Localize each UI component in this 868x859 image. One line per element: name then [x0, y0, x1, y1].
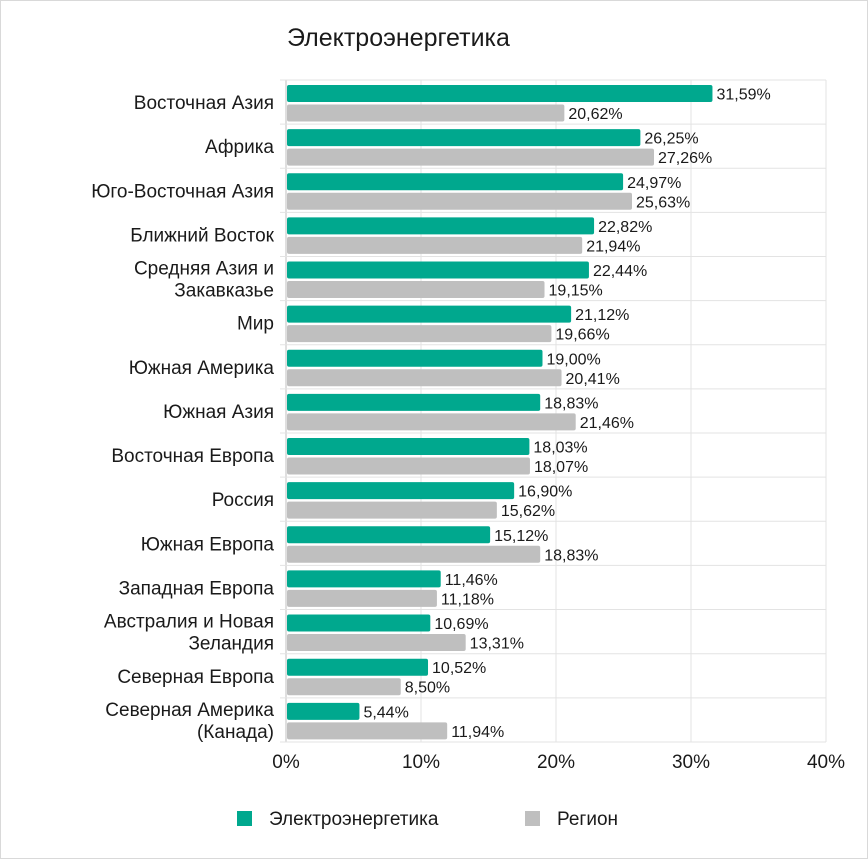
data-label: 21,94% — [586, 238, 640, 255]
category-label: Ближний Восток — [130, 225, 274, 246]
category-label: Средняя Азия и — [134, 259, 274, 280]
bar-electro — [287, 614, 431, 632]
data-label: 24,97% — [627, 175, 681, 192]
legend-swatch-region — [525, 811, 540, 826]
bar-electro — [287, 393, 541, 411]
bar-electro — [287, 482, 515, 500]
legend-swatch-electro — [237, 811, 252, 826]
data-label: 19,00% — [547, 351, 601, 368]
legend-label: Регион — [557, 809, 618, 830]
data-label: 16,90% — [518, 484, 572, 501]
data-label: 11,94% — [451, 724, 504, 741]
data-label: 19,15% — [549, 283, 603, 300]
bar-electro — [287, 217, 595, 235]
category-label: Западная Европа — [119, 578, 275, 599]
category-label: Восточная Азия — [134, 93, 274, 114]
data-label: 20,62% — [568, 106, 622, 123]
category-label: Зеландия — [188, 634, 274, 655]
bar-region — [287, 236, 583, 254]
bar-region — [287, 369, 562, 387]
bar-electro — [287, 129, 641, 147]
category-label: Северная Европа — [117, 667, 274, 688]
category-label: Южная Европа — [141, 534, 275, 555]
data-label: 26,25% — [644, 131, 698, 148]
bar-region — [287, 678, 401, 696]
x-axis-ticks: 0% 10% 20% 30% 40% — [272, 752, 845, 773]
chart-title: Электроэнергетика — [287, 24, 510, 52]
legend: Электроэнергетика Регион — [237, 809, 618, 830]
category-label: Закавказье — [174, 281, 274, 302]
bar-electro — [287, 702, 360, 720]
bar-electro — [287, 438, 530, 456]
data-label: 21,12% — [575, 307, 629, 324]
data-label: 31,59% — [716, 87, 770, 104]
category-label: Южная Америка — [129, 358, 275, 379]
bar-region — [287, 501, 497, 519]
data-label: 18,83% — [544, 547, 598, 564]
x-tick-label: 0% — [272, 752, 300, 773]
x-tick-label: 20% — [537, 752, 575, 773]
data-label: 8,50% — [405, 680, 450, 697]
data-label: 20,41% — [566, 371, 620, 388]
bar-region — [287, 413, 576, 431]
bar-electro — [287, 85, 713, 102]
category-label: Юго-Восточная Азия — [91, 181, 274, 202]
category-label: Мир — [237, 314, 274, 335]
bar-region — [287, 457, 530, 475]
category-label: Африка — [205, 137, 274, 158]
bar-electro — [287, 570, 441, 588]
data-label: 15,12% — [494, 528, 548, 545]
category-label: Восточная Европа — [111, 446, 274, 467]
bar-region — [287, 634, 466, 652]
x-tick-label: 30% — [672, 752, 710, 773]
bar-region — [287, 192, 633, 210]
bar-region — [287, 545, 541, 563]
bar-electro — [287, 173, 624, 191]
bar-electro — [287, 658, 429, 676]
bar-region — [287, 104, 565, 122]
data-label: 10,52% — [432, 660, 486, 677]
data-label: 15,62% — [501, 503, 555, 520]
data-label: 13,31% — [470, 636, 524, 653]
data-label: 5,44% — [363, 704, 408, 721]
data-label: 25,63% — [636, 194, 690, 211]
bar-region — [287, 589, 437, 607]
bar-region — [287, 325, 552, 343]
bar-region — [287, 722, 448, 740]
bars: 31,59% 20,62% 26,25% 27,26% 24,97% 25,63% 22,8… — [287, 85, 771, 741]
category-labels: Восточная Азия Африка Юго-Восточная Азия Бл… — [91, 93, 274, 743]
grid — [280, 79, 827, 743]
data-label: 19,66% — [555, 327, 609, 344]
data-label: 22,44% — [593, 263, 647, 280]
bar-region — [287, 148, 655, 166]
data-label: 18,07% — [534, 459, 588, 476]
data-label: 27,26% — [658, 150, 712, 167]
x-tick-label: 40% — [807, 752, 845, 773]
data-label: 11,18% — [441, 591, 494, 608]
data-label: 22,82% — [598, 219, 652, 236]
x-tick-label: 10% — [402, 752, 440, 773]
bar-electro — [287, 349, 543, 367]
bar-electro — [287, 261, 589, 279]
category-label: Северная Америка — [105, 700, 274, 721]
data-label: 11,46% — [445, 572, 498, 589]
category-label: Южная Азия — [163, 402, 274, 423]
category-label: Россия — [212, 490, 274, 511]
data-label: 10,69% — [434, 616, 488, 633]
bar-electro — [287, 526, 491, 544]
bar-region — [287, 281, 545, 299]
data-label: 18,03% — [533, 440, 587, 457]
data-label: 18,83% — [544, 395, 598, 412]
category-label: Австралия и Новая — [104, 612, 274, 633]
legend-label: Электроэнергетика — [269, 809, 439, 830]
bar-electro — [287, 305, 572, 323]
data-label: 21,46% — [580, 415, 634, 432]
category-label: (Канада) — [197, 722, 274, 743]
